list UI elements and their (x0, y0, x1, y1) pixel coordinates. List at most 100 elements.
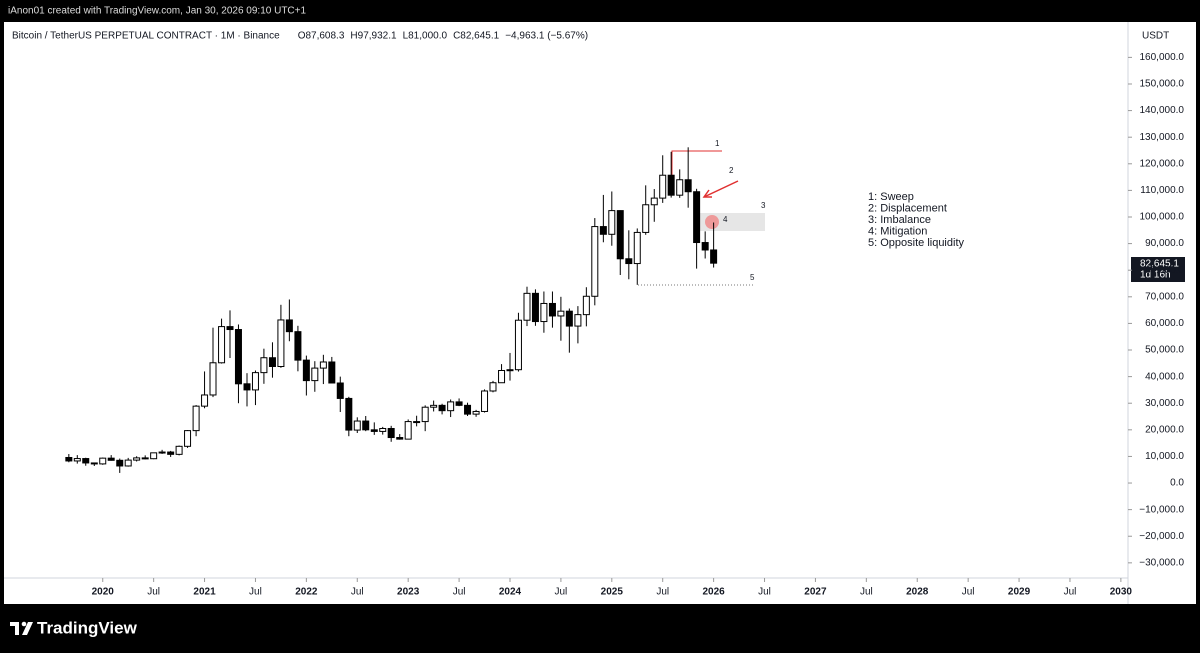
y-tick-label: 20,000.0 (1145, 424, 1184, 435)
brand: TradingView (37, 618, 138, 637)
annotation-number: 2 (729, 166, 734, 175)
annotation-number: 4 (723, 215, 728, 224)
ohlc-value: O87,608.3 (298, 31, 345, 42)
y-tick-label: −10,000.0 (1139, 504, 1184, 515)
candle-body (481, 390, 489, 412)
candle-body (548, 302, 556, 317)
y-tick-label: 120,000.0 (1140, 158, 1185, 169)
logo-part (21, 621, 27, 627)
candle-body (413, 421, 421, 424)
y-tick-label: 90,000.0 (1145, 238, 1184, 249)
candle-body (116, 459, 124, 467)
candle-body (599, 226, 607, 235)
arrow-head (702, 189, 712, 198)
y-tick-label: 130,000.0 (1140, 132, 1185, 143)
candle-body (150, 452, 158, 460)
candle-body (506, 369, 514, 372)
y-tick-label: 150,000.0 (1140, 79, 1185, 90)
x-tick-label: 2029 (1008, 587, 1031, 598)
symbol-title: Bitcoin / TetherUS PERPETUAL CONTRACT · … (12, 31, 280, 42)
candle-body (167, 451, 175, 455)
x-tick-label: 2028 (906, 587, 929, 598)
candle-body (701, 242, 709, 251)
candle-body (387, 427, 395, 439)
y-tick-label: 140,000.0 (1140, 105, 1185, 116)
x-tick-label: Jul (453, 587, 466, 598)
candle-body (328, 361, 336, 384)
y-tick-label: 0.0 (1170, 478, 1184, 489)
candle-body (650, 197, 658, 206)
x-tick-label: 2021 (193, 587, 216, 598)
candle-body (226, 326, 234, 331)
candle-body (676, 179, 684, 196)
currency: USDT (1142, 31, 1169, 42)
candle-body (404, 421, 412, 440)
legend-note: 2: Displacement (868, 202, 947, 214)
candle-body (438, 404, 446, 412)
last-price-box (1131, 257, 1185, 282)
candle-body (421, 406, 429, 423)
candle-body (514, 319, 522, 371)
ohlc-value: H97,932.1 (350, 31, 397, 42)
candle-body (277, 319, 285, 368)
legend-note: 3: Imbalance (868, 214, 931, 226)
x-tick-label: Jul (555, 587, 568, 598)
y-tick-label: 100,000.0 (1140, 212, 1185, 223)
candle-body (472, 410, 480, 415)
candle-body (565, 310, 573, 327)
candle-body (285, 319, 293, 333)
y-tick-label: 60,000.0 (1145, 318, 1184, 329)
mitigation-marker (705, 215, 719, 229)
candle-body (175, 445, 183, 455)
candle-body (294, 331, 302, 361)
x-tick-label: 2025 (601, 587, 624, 598)
candle-body (498, 369, 506, 384)
x-tick-label: Jul (249, 587, 262, 598)
candle-body (234, 329, 242, 385)
credit: iAnon01 created with TradingView.com, Ja… (8, 6, 306, 17)
candle-body (345, 397, 353, 431)
candle-body (251, 372, 259, 391)
candle-body (336, 382, 344, 399)
logo-part (22, 622, 33, 635)
candle-body (582, 295, 590, 316)
ohlc-value: −4,963.1 (−5.67%) (505, 31, 588, 42)
x-tick-label: Jul (1064, 587, 1077, 598)
y-tick-label: 110,000.0 (1140, 185, 1184, 196)
x-tick-label: Jul (656, 587, 669, 598)
legend-note: 4: Mitigation (868, 225, 927, 237)
candle-body (574, 314, 582, 327)
candle-body (260, 357, 268, 374)
countdown: 1d 16h (1140, 270, 1171, 281)
candle-body (124, 459, 132, 467)
y-tick-label: 70,000.0 (1145, 291, 1184, 302)
ohlc-row: O87,608.3 H97,932.1 L81,000.0 C82,645.1 −4,9… (298, 31, 588, 42)
candle-body (557, 310, 565, 317)
y-tick-label: 40,000.0 (1145, 371, 1184, 382)
candle-body (73, 458, 81, 462)
x-tick-label: 2027 (804, 587, 827, 598)
ohlc-value: L81,000.0 (403, 31, 448, 42)
candle-body (90, 462, 98, 465)
y-tick-label: 50,000.0 (1145, 345, 1184, 356)
legend-note: 1: Sweep (868, 191, 914, 203)
candle-body (133, 457, 141, 461)
y-tick-label: 80,000.0 (1145, 265, 1184, 276)
x-tick-label: 2022 (295, 587, 318, 598)
sweep-line (671, 150, 722, 175)
x-tick-label: 2024 (499, 587, 522, 598)
candle-body (591, 226, 599, 297)
candle-body (633, 231, 641, 265)
x-tick-label: Jul (351, 587, 364, 598)
candle-body (667, 174, 675, 196)
legend-note: 5: Opposite liquidity (868, 237, 964, 249)
candle-body (319, 361, 327, 369)
candle-body (201, 394, 209, 407)
candle-body (489, 382, 497, 392)
candle-body (192, 405, 200, 432)
candle-body (302, 359, 310, 382)
candle-body (531, 292, 539, 323)
candle-body (268, 357, 276, 368)
